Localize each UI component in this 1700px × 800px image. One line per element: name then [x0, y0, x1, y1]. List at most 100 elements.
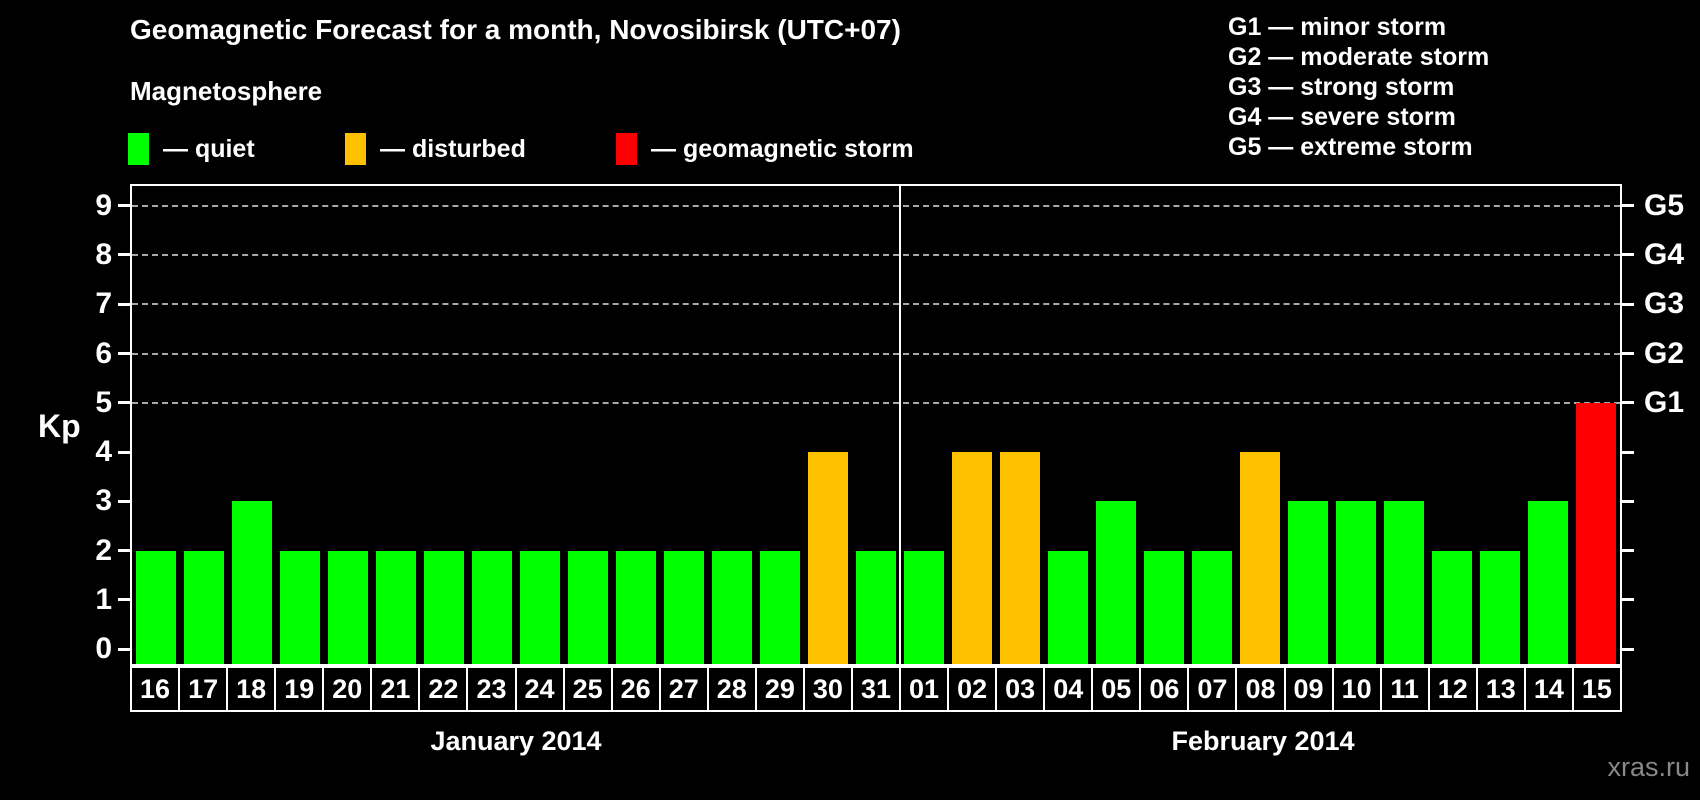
gridline-kp9 [132, 204, 1620, 207]
date-label-19: 19 [274, 666, 325, 712]
legend-label-quiet: — quiet [163, 134, 255, 163]
right-tick-kp4 [1622, 450, 1634, 454]
right-tick-kp0 [1622, 647, 1634, 651]
kp-bar-24 [520, 550, 560, 664]
kp-bar-25 [568, 550, 608, 664]
date-label-25: 25 [562, 666, 613, 712]
month-separator-line [899, 186, 901, 664]
left-tick-kp8 [118, 253, 130, 257]
plot-area [130, 184, 1622, 666]
date-label-14: 14 [1523, 666, 1574, 712]
kp-bar-01 [904, 550, 944, 664]
date-label-08: 08 [1235, 666, 1286, 712]
kp-bar-02 [952, 452, 992, 664]
kp-bar-08 [1240, 452, 1280, 664]
legend-item-storm: — geomagnetic storm [616, 132, 914, 166]
kp-bar-14 [1528, 501, 1568, 664]
y-axis-label: Kp [38, 408, 81, 444]
y-axis-tick-label-0: 0 [95, 632, 112, 666]
right-tick-kp2 [1622, 549, 1634, 553]
kp-bar-29 [760, 550, 800, 664]
legend-label-storm: — geomagnetic storm [651, 134, 914, 163]
legend-item-quiet: — quiet [128, 132, 255, 166]
kp-bar-13 [1480, 550, 1520, 664]
y-axis-tick-label-9: 9 [95, 188, 112, 222]
month-label-february: February 2014 [1171, 726, 1355, 756]
right-tick-kp6 [1622, 352, 1634, 356]
storm-swatch-icon [616, 133, 637, 165]
left-tick-kp2 [118, 549, 130, 553]
right-tick-kp7 [1622, 302, 1634, 306]
storm-scale-g4: G4 — severe storm [1228, 103, 1456, 131]
chart-subtitle: Magnetosphere [130, 76, 323, 106]
date-label-23: 23 [466, 666, 517, 712]
kp-bar-19 [280, 550, 320, 664]
kp-bar-09 [1288, 501, 1328, 664]
date-label-15: 15 [1571, 666, 1622, 712]
storm-scale-g3: G3 — strong storm [1228, 73, 1455, 101]
legend-item-disturbed: — disturbed [345, 132, 526, 166]
gridline-kp8 [132, 254, 1620, 256]
kp-bar-03 [1000, 452, 1040, 664]
right-axis-label-g2: G2 [1644, 336, 1685, 370]
date-label-26: 26 [610, 666, 661, 712]
date-label-10: 10 [1331, 666, 1382, 712]
storm-scale-legend: G1 — minor storm G2 — moderate storm G3 … [1228, 12, 1489, 162]
kp-bar-06 [1144, 550, 1184, 664]
date-label-13: 13 [1475, 666, 1526, 712]
y-axis-tick-label-2: 2 [95, 533, 112, 567]
date-label-27: 27 [658, 666, 709, 712]
right-tick-kp9 [1622, 204, 1634, 208]
left-tick-kp9 [118, 204, 130, 208]
kp-bar-12 [1432, 550, 1472, 664]
kp-bar-31 [856, 550, 896, 664]
left-tick-kp5 [118, 401, 130, 405]
date-label-22: 22 [418, 666, 469, 712]
disturbed-swatch-icon [345, 133, 366, 165]
y-axis-tick-label-5: 5 [95, 385, 112, 419]
date-label-01: 01 [899, 666, 950, 712]
kp-bar-16 [136, 550, 176, 664]
date-label-30: 30 [802, 666, 853, 712]
gridline-kp7 [132, 303, 1620, 306]
y-axis-tick-label-3: 3 [95, 484, 112, 518]
kp-bar-22 [424, 550, 464, 664]
date-label-16: 16 [130, 666, 181, 712]
date-label-05: 05 [1091, 666, 1142, 712]
y-axis-tick-label-8: 8 [95, 237, 112, 271]
left-tick-kp6 [118, 352, 130, 356]
right-tick-kp3 [1622, 499, 1634, 503]
left-tick-kp0 [118, 647, 130, 651]
left-tick-kp7 [118, 302, 130, 306]
left-tick-kp4 [118, 450, 130, 454]
right-tick-kp5 [1622, 401, 1634, 405]
date-label-29: 29 [754, 666, 805, 712]
quiet-swatch-icon [128, 133, 149, 165]
date-label-04: 04 [1043, 666, 1094, 712]
left-tick-kp1 [118, 598, 130, 602]
watermark: xras.ru [1607, 752, 1690, 782]
chart-title: Geomagnetic Forecast for a month, Novosi… [130, 14, 901, 45]
date-label-02: 02 [947, 666, 998, 712]
date-label-09: 09 [1283, 666, 1334, 712]
kp-bar-23 [472, 550, 512, 664]
gridline-kp6 [132, 352, 1620, 355]
date-label-17: 17 [178, 666, 229, 712]
kp-bar-20 [328, 550, 368, 664]
date-label-21: 21 [370, 666, 421, 712]
kp-bar-28 [712, 550, 752, 664]
month-label-january: January 2014 [430, 726, 602, 756]
kp-bar-21 [376, 550, 416, 664]
kp-bar-05 [1096, 501, 1136, 664]
right-axis-label-g3: G3 [1644, 287, 1685, 321]
legend-label-disturbed: — disturbed [380, 134, 526, 163]
kp-bar-11 [1384, 501, 1424, 664]
date-label-28: 28 [706, 666, 757, 712]
kp-bar-04 [1048, 550, 1088, 664]
right-axis-label-g5: G5 [1644, 188, 1685, 222]
storm-scale-g1: G1 — minor storm [1228, 13, 1447, 41]
x-axis-date-row: 16 17 18 19 20 21 22 23 24 25 26 27 28 29 30 31 01 02 03 04… [130, 666, 1622, 712]
date-label-18: 18 [226, 666, 277, 712]
y-axis-tick-label-4: 4 [95, 435, 112, 469]
kp-bar-30 [808, 452, 848, 664]
